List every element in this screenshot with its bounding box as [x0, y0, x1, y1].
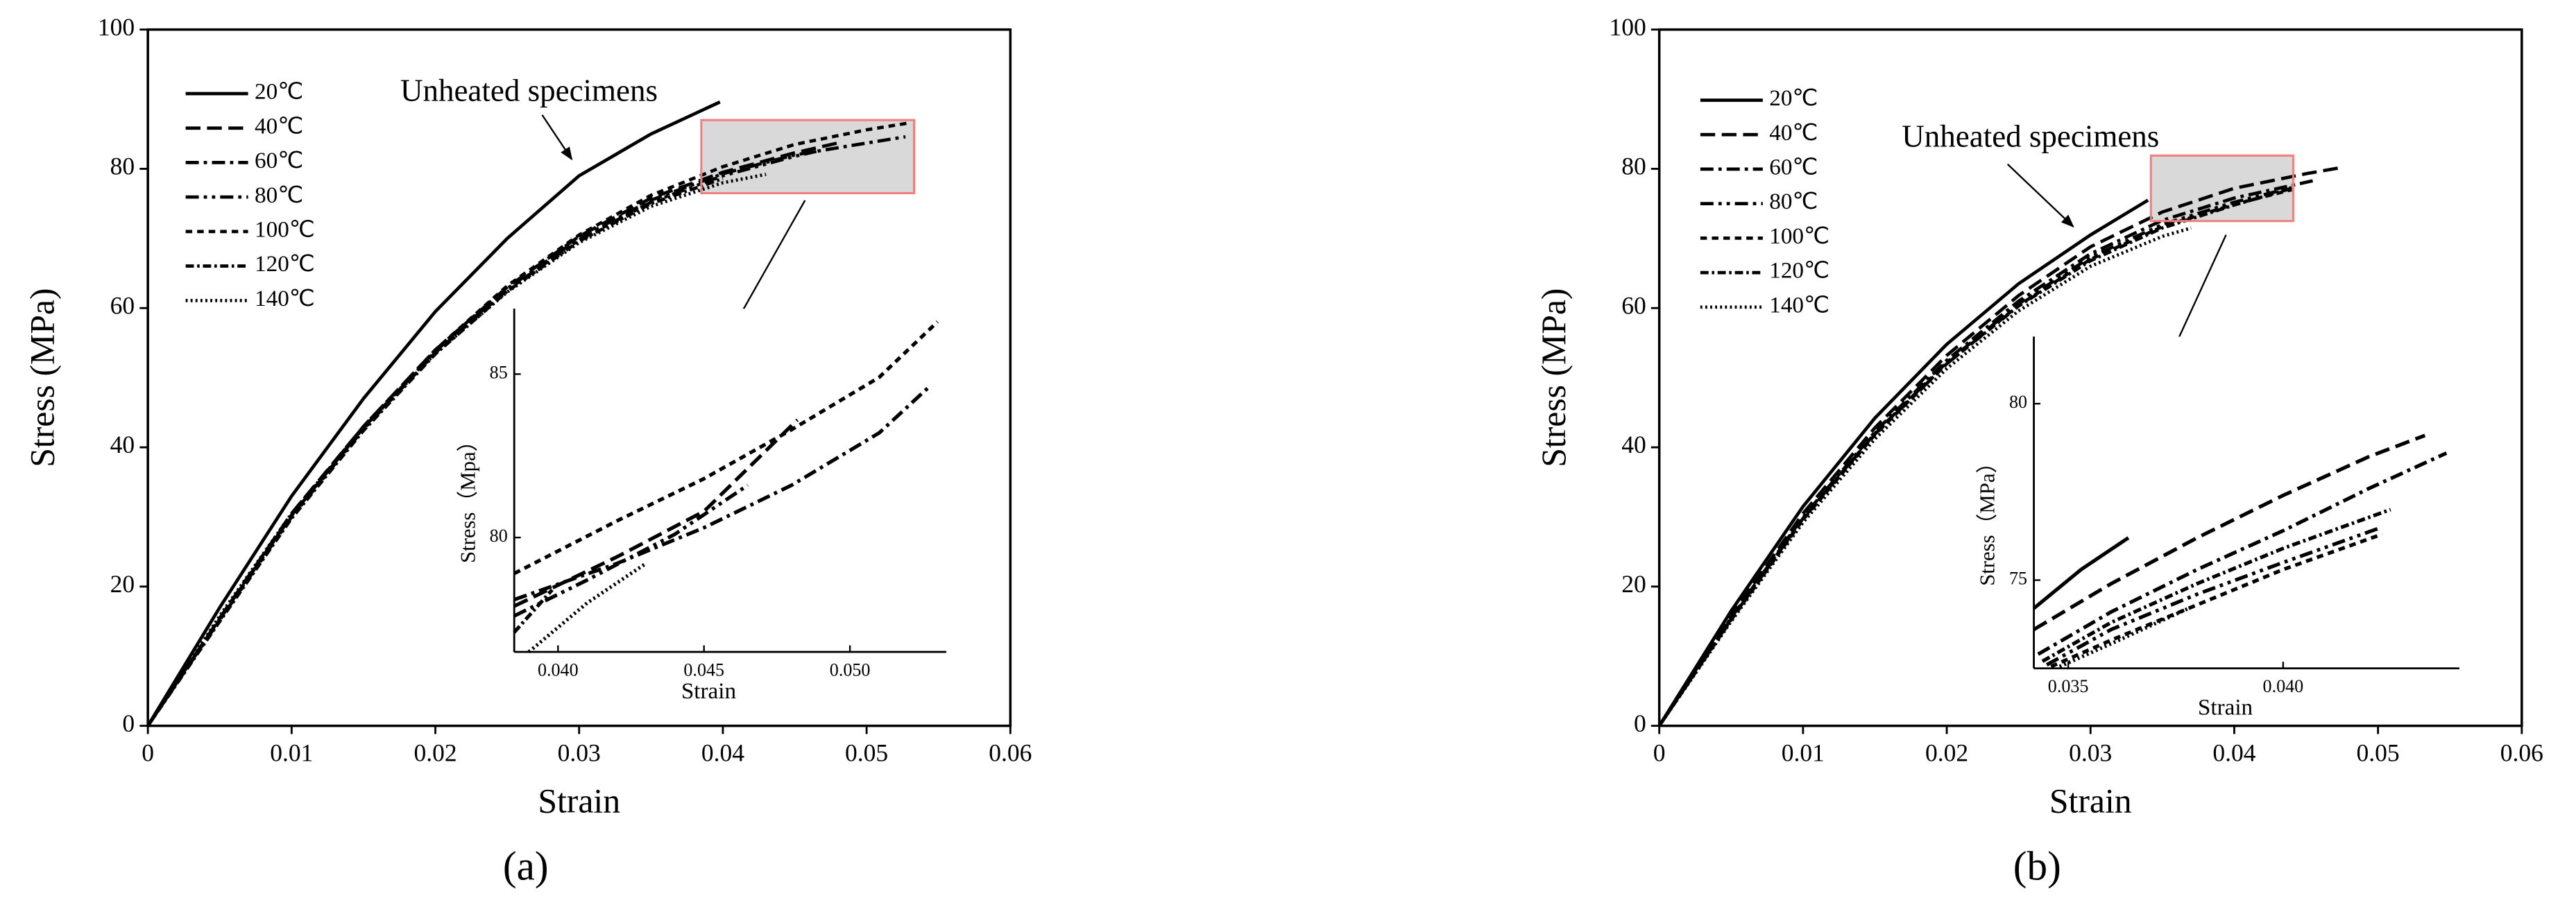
x-tick-label: 0.02: [413, 739, 457, 766]
inset-background: [514, 309, 946, 653]
series-line: [2041, 508, 2391, 663]
series-line: [146, 177, 724, 727]
inset-x-label: Strain: [681, 678, 737, 704]
series-line: [146, 100, 721, 727]
legend-label: 20℃: [1769, 85, 1818, 111]
series-line: [146, 121, 910, 727]
inset-y-tick-label: 75: [2009, 569, 2027, 589]
y-tick-label: 0: [122, 709, 135, 737]
legend-label: 60℃: [255, 148, 303, 173]
series-line: [1657, 198, 2149, 727]
legend-label: 40℃: [255, 113, 303, 139]
series-line: [2045, 525, 2383, 666]
zoom-box-border: [700, 119, 916, 195]
annotation: Unheated specimens: [400, 73, 658, 107]
series-line: [1657, 166, 2343, 727]
legend-label: 80℃: [255, 182, 303, 208]
inset-x-label: Strain: [2198, 695, 2253, 721]
y-tick-label: 100: [1609, 13, 1646, 41]
series-line: [1657, 226, 2192, 727]
x-axis-label: Strain: [2049, 782, 2132, 820]
legend-label: 20℃: [255, 79, 303, 105]
x-tick-label: 0.01: [1782, 739, 1825, 766]
x-tick-label: 0.02: [1925, 739, 1968, 766]
x-tick-label: 0.03: [2069, 739, 2112, 766]
panel-label: (a): [503, 843, 549, 889]
y-axis-label: Stress (MPa): [1535, 288, 1573, 467]
series-line: [2032, 536, 2130, 610]
y-tick-label: 20: [1621, 570, 1646, 598]
inset-x-tick-label: 0.040: [538, 659, 579, 680]
series-line: [146, 173, 767, 727]
legend-label: 140℃: [1769, 292, 1829, 318]
x-tick-label: 0.05: [845, 739, 888, 766]
y-tick-label: 60: [1621, 291, 1646, 319]
zoom-box-border: [2149, 154, 2294, 223]
series-line: [513, 588, 554, 634]
inset-y-tick-label: 80: [490, 526, 508, 546]
y-tick-label: 20: [110, 570, 135, 598]
series-line: [513, 483, 749, 618]
legend-label: 100℃: [1769, 223, 1829, 249]
legend-label: 100℃: [255, 216, 315, 242]
inset-y-tick-label: 80: [2009, 392, 2027, 412]
inset-y-label: Stress（Mpa）: [456, 431, 479, 563]
x-tick-label: 0.04: [2212, 739, 2255, 766]
x-tick-label: 0.06: [2500, 739, 2543, 766]
x-tick-label: 0: [142, 739, 154, 766]
x-tick-label: 0.05: [2357, 739, 2400, 766]
legend-label: 40℃: [1769, 120, 1818, 146]
inset-y-tick-label: 85: [490, 362, 508, 382]
inset-x-tick-label: 0.040: [2263, 676, 2304, 696]
x-axis-label: Strain: [538, 782, 620, 820]
annotation: Unheated specimens: [1902, 119, 2159, 154]
x-tick-label: 0: [1653, 739, 1666, 766]
y-axis-label: Stress (MPa): [24, 288, 62, 467]
y-tick-label: 60: [110, 291, 135, 319]
y-tick-label: 40: [110, 431, 135, 458]
panel-label: (b): [2013, 843, 2061, 889]
legend-label: 80℃: [1769, 189, 1818, 214]
x-tick-label: 0.06: [989, 739, 1032, 766]
inset-x-tick-label: 0.035: [2048, 676, 2089, 696]
x-tick-label: 0.01: [270, 739, 313, 766]
y-tick-label: 40: [1621, 431, 1646, 458]
inset-y-label: Stress（MPa）: [1976, 452, 1999, 586]
annotation-arrow: [541, 114, 573, 161]
series-line: [513, 386, 930, 602]
y-tick-label: 0: [1634, 709, 1646, 737]
legend-label: 140℃: [255, 286, 315, 311]
inset-x-tick-label: 0.045: [683, 659, 724, 680]
inset-background: [2033, 336, 2459, 669]
legend-label: 120℃: [255, 251, 315, 277]
x-tick-label: 0.03: [558, 739, 601, 766]
legend-label: 120℃: [1769, 258, 1829, 284]
y-tick-label: 80: [1621, 153, 1646, 180]
annotation-arrow: [2006, 163, 2074, 228]
series-line: [1657, 188, 2292, 727]
y-tick-label: 80: [110, 153, 135, 180]
x-tick-label: 0.04: [701, 739, 744, 766]
series-line: [513, 320, 939, 576]
series-line: [1657, 187, 2292, 727]
inset-x-tick-label: 0.050: [830, 659, 871, 680]
y-tick-label: 100: [98, 13, 135, 41]
series-line: [2033, 433, 2426, 632]
series-line: [527, 562, 647, 654]
legend-label: 60℃: [1769, 155, 1818, 180]
zoom-box: [2151, 155, 2294, 221]
